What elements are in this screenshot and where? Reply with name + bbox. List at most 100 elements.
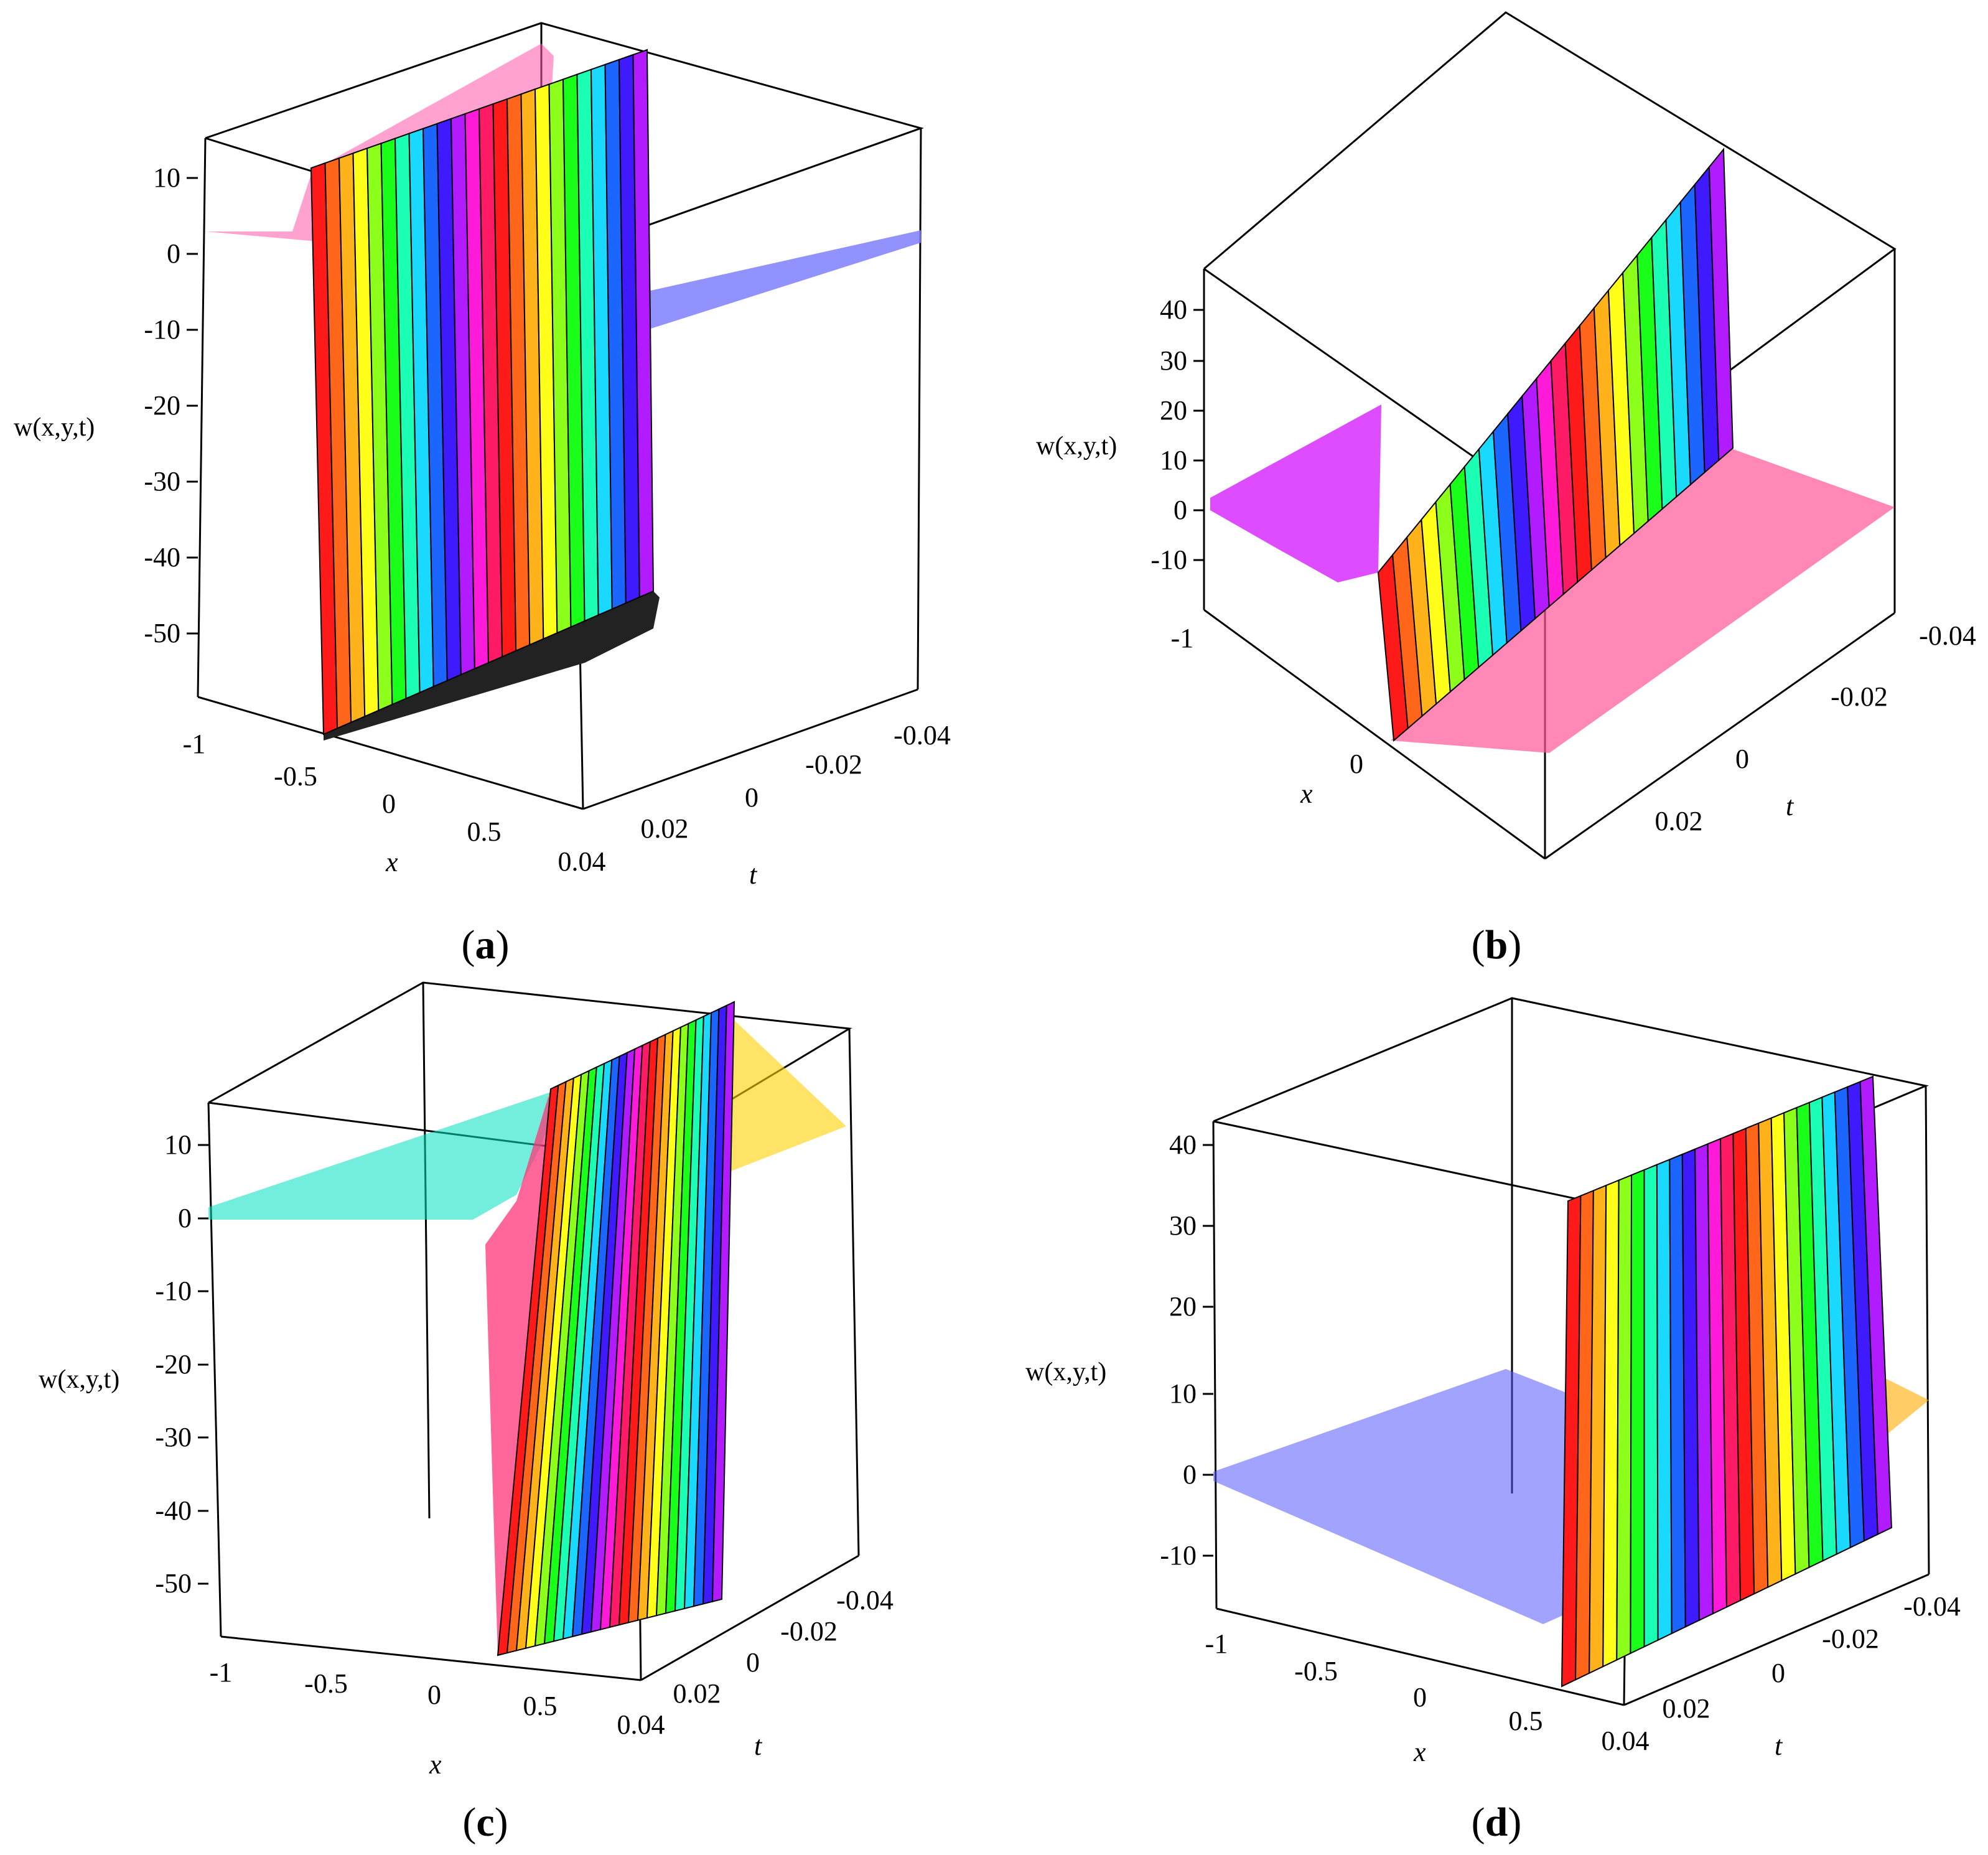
x-tick-label: -0.5 [1294,1656,1338,1686]
z-axis-label: w(x,y,t) [14,413,95,442]
panel-b-z-ticks: 40 30 20 10 0 -10 [1150,294,1204,575]
panel-c-x-ticks: -1 -0.5 0 0.5 [210,1657,558,1721]
t-axis-label: t [1786,791,1794,821]
x-tick-label: 0 [382,788,396,819]
z-axis-label: w(x,y,t) [39,1365,119,1394]
caption-d: (d) [1472,1800,1522,1845]
x-axis-label: x [1413,1737,1426,1767]
caption-c-letter: c [476,1800,494,1845]
t-tick-label: -0.02 [780,1616,838,1647]
panel-d-x-ticks: -1 -0.5 0 0.5 [1205,1628,1543,1736]
caption-b-letter: b [1485,922,1508,968]
x-tick-label: 0.5 [467,816,502,847]
caption-b: (b) [1472,922,1522,968]
t-tick-label: -0.04 [836,1585,894,1615]
surface-stripe [1708,147,1734,462]
z-tick-label: -50 [144,618,180,648]
t-tick-label: 0 [1735,744,1749,774]
x-tick-label: 0 [1350,749,1363,779]
t-tick-label: 0.02 [1655,806,1703,836]
panel-c-stripes [497,1001,735,1656]
panel-a-x-ticks: -1 -0.5 0 0.5 [183,729,502,847]
t-tick-label: 0 [746,1647,760,1678]
surface-stripe [1630,1169,1645,1655]
z-tick-label: -50 [155,1568,192,1599]
z-tick-label: 30 [1160,345,1187,376]
panel-b: 40 30 20 10 0 -10 w(x,y,t) -1 0 0.02 0 -… [1036,11,1976,968]
x-tick-label: -1 [1205,1628,1228,1659]
panel-b-t-ticks: 0.02 0 -0.02 -0.04 [1655,620,1976,836]
z-tick-label: -30 [144,466,180,497]
panel-a-t-ticks: 0.04 0.02 0 -0.02 -0.04 [558,720,951,877]
x-tick-label: 0.5 [1509,1706,1543,1736]
panel-a-stripes [310,49,655,736]
t-tick-label: -0.04 [894,720,951,750]
x-tick-label: 0.5 [523,1691,558,1721]
z-tick-label: -40 [144,542,180,572]
x-axis-label: x [1300,778,1313,809]
surface-stripe [711,1001,735,1603]
t-tick-label: 0.04 [1602,1726,1650,1756]
z-tick-label: 0 [167,238,180,269]
x-axis-label: x [429,1749,442,1780]
z-axis-label: w(x,y,t) [1025,1358,1106,1386]
panel-d-stripes [1561,1075,1893,1688]
panel-d: 40 30 20 10 0 -10 w(x,y,t) -1 -0.5 0 0.5… [1025,997,1961,1845]
surface-stripe [1643,1164,1659,1648]
z-axis-label: w(x,y,t) [1036,432,1117,460]
panel-a-z-ticks: 10 0 -10 -20 -30 -40 -50 [144,162,198,648]
t-axis-label: t [754,1731,763,1761]
panel-c-z-ticks: 10 0 -10 -20 -30 -40 -50 [155,1129,208,1599]
z-tick-label: 30 [1169,1210,1197,1241]
t-tick-label: 0 [1771,1658,1785,1688]
t-tick-label: -0.04 [1919,620,1976,651]
t-axis-label: t [749,859,758,890]
panel-d-t-ticks: 0.04 0.02 0 -0.02 -0.04 [1602,1591,1961,1756]
t-tick-label: 0.02 [673,1678,721,1709]
t-tick-label: -0.02 [1822,1624,1879,1654]
surface-stripe [1616,1174,1633,1661]
z-tick-label: 10 [153,162,180,193]
z-tick-label: 0 [1183,1459,1197,1490]
caption-d-letter: d [1485,1800,1508,1845]
panel-b-x-ticks: -1 0 [1171,623,1363,779]
t-tick-label: 0 [745,782,758,813]
z-tick-label: 10 [1160,445,1187,475]
panel-d-z-ticks: 40 30 20 10 0 -10 [1160,1129,1213,1571]
t-tick-label: 0.04 [558,846,606,877]
x-tick-label: -1 [183,729,206,759]
x-tick-label: 0 [427,1680,441,1710]
z-tick-label: 0 [178,1203,192,1233]
t-tick-label: -0.02 [805,749,862,780]
panel-c: 10 0 -10 -20 -30 -40 -50 w(x,y,t) -1 -0.… [39,981,894,1845]
z-tick-label: -40 [155,1495,192,1526]
z-tick-label: 0 [1174,495,1187,525]
x-tick-label: -1 [1171,623,1194,653]
panel-b-stripes [1377,147,1734,742]
z-tick-label: 10 [164,1129,192,1160]
caption-a: (a) [462,922,510,968]
t-tick-label: -0.02 [1831,681,1888,712]
x-tick-label: -0.5 [274,761,317,792]
z-tick-label: -20 [155,1349,192,1380]
x-tick-label: 0 [1413,1682,1427,1712]
t-axis-label: t [1775,1731,1783,1761]
x-tick-label: -1 [210,1657,233,1688]
t-tick-label: 0.04 [617,1709,665,1740]
z-tick-label: 40 [1169,1129,1197,1160]
z-tick-label: -10 [1150,544,1187,575]
caption-c: (c) [462,1800,508,1845]
z-tick-label: -30 [155,1422,192,1452]
z-tick-label: -10 [1160,1540,1197,1571]
z-tick-label: 20 [1169,1291,1197,1322]
x-tick-label: -0.5 [304,1668,348,1699]
z-tick-label: 10 [1169,1378,1197,1409]
z-tick-label: -10 [144,314,180,345]
surface-stripe [1859,1075,1893,1536]
z-tick-label: -20 [144,390,180,421]
t-tick-label: 0.02 [1663,1693,1710,1724]
t-tick-label: -0.04 [1903,1591,1961,1622]
panel-a: 10 0 -10 -20 -30 -40 -50 w(x,y,t) -1 -0.… [14,22,951,968]
t-tick-label: 0.02 [641,813,689,844]
